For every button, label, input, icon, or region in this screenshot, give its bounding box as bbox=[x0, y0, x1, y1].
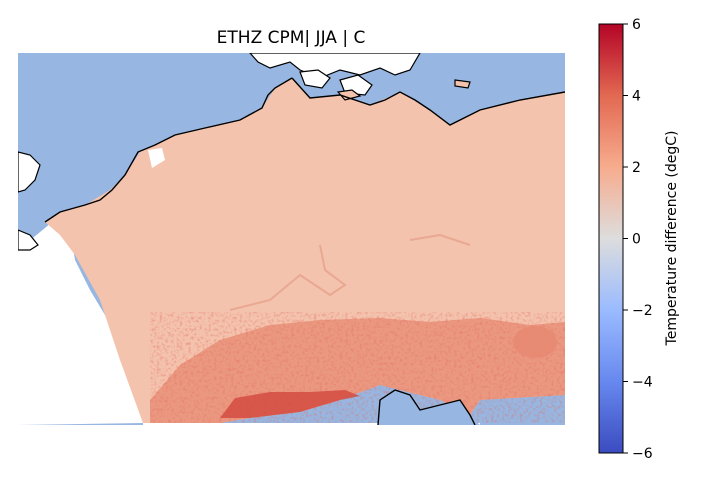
colorbar-gradient bbox=[598, 23, 624, 454]
uk-coast bbox=[18, 151, 41, 193]
colorbar: 6 4 2 0 −2 −4 −6 Temperature difference (degC) bbox=[598, 17, 680, 462]
southern-hotspot bbox=[220, 390, 360, 418]
colorbar-tick-label: 6 bbox=[632, 17, 641, 33]
adriatic-sea bbox=[378, 390, 480, 425]
coastline-south bbox=[377, 389, 476, 425]
colorbar-tick-label: 2 bbox=[632, 160, 641, 176]
baltic-island bbox=[454, 79, 471, 89]
baltic-island bbox=[336, 89, 362, 101]
coastline bbox=[44, 77, 565, 223]
map-title: ETHZ CPM| JJA | C bbox=[217, 28, 366, 48]
colorbar-label: Temperature difference (degC) bbox=[664, 131, 680, 347]
colorbar-ticks: 6 4 2 0 −2 −4 −6 bbox=[623, 17, 653, 462]
danish-island bbox=[299, 69, 331, 89]
uk-coast-south bbox=[18, 229, 39, 251]
map-panel bbox=[18, 53, 565, 425]
field-linear-feature bbox=[409, 233, 471, 246]
colorbar-tick-label: 0 bbox=[632, 232, 641, 248]
eastern-warm-spot bbox=[513, 326, 557, 358]
north-sea-baltic bbox=[18, 53, 565, 125]
colorbar-tick-label: 4 bbox=[632, 89, 641, 105]
colorbar-tick-label: −2 bbox=[632, 303, 653, 319]
field-linear-feature bbox=[229, 244, 347, 311]
coastal-gap bbox=[148, 148, 165, 168]
colorbar-tick-label: −4 bbox=[632, 375, 653, 391]
scandinavia-land bbox=[249, 53, 421, 79]
colorbar-tick-label: −6 bbox=[632, 446, 653, 462]
land-outside-domain bbox=[18, 215, 143, 425]
